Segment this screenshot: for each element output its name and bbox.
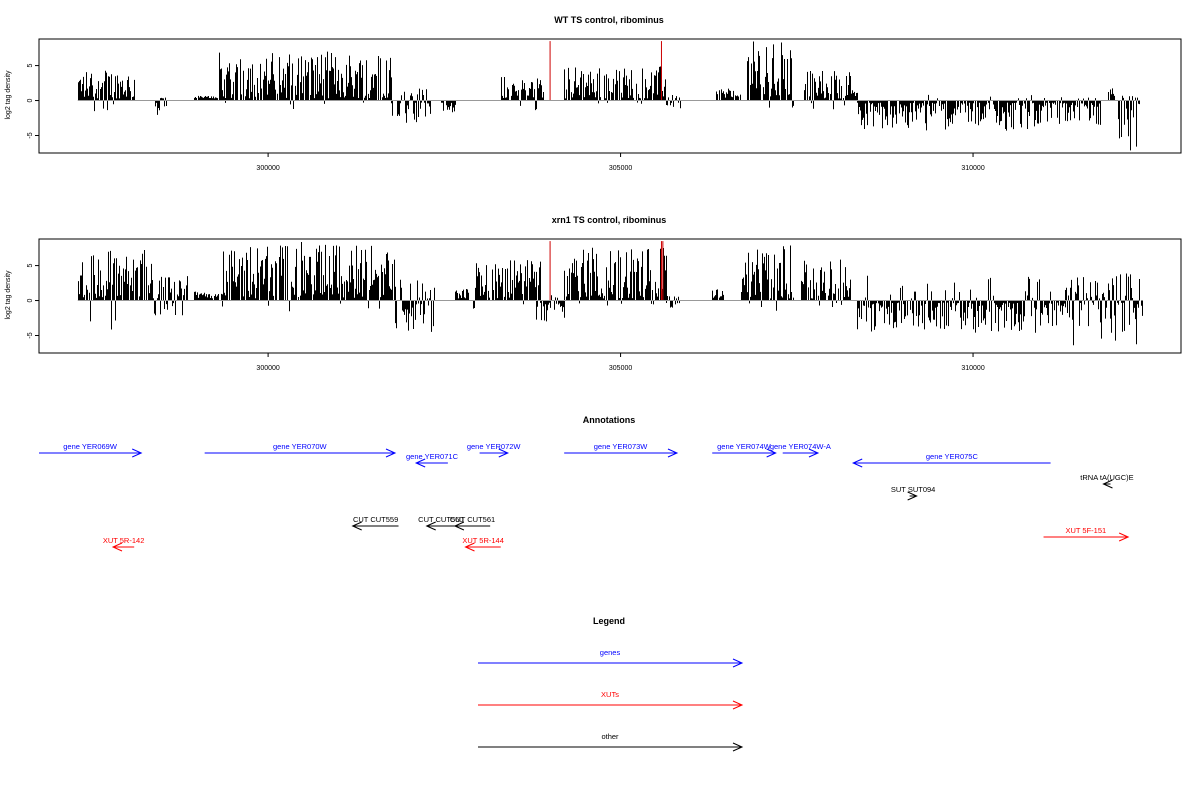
panel-title: xrn1 TS control, ribominus bbox=[552, 215, 667, 225]
feature-label: gene YER069W bbox=[63, 442, 118, 451]
plot-frame bbox=[38, 38, 1182, 154]
feature-label: gene YER074W-A bbox=[770, 442, 831, 451]
annotation-feature: gene YER074W bbox=[712, 442, 777, 458]
feature-arrowhead bbox=[498, 448, 510, 458]
feature-label: gene YER074W bbox=[717, 442, 772, 451]
feature-arrowhead bbox=[111, 542, 123, 552]
feature-label: XUT 5F-151 bbox=[1065, 526, 1106, 535]
annotations-title: Annotations bbox=[583, 415, 636, 425]
y-axis-label: log2 tag density bbox=[5, 70, 12, 120]
feature-arrowhead bbox=[351, 521, 362, 531]
feature-label: CUT CUT561 bbox=[450, 515, 495, 524]
annotation-feature: gene YER074W-A bbox=[770, 442, 831, 458]
legend-item: genes bbox=[478, 648, 744, 668]
annotation-feature: XUT 5R-142 bbox=[103, 536, 145, 552]
feature-label: CUT CUT559 bbox=[353, 515, 398, 524]
feature-arrowhead bbox=[385, 448, 397, 458]
feature-arrowhead bbox=[425, 521, 436, 531]
y-tick-label: 5 bbox=[27, 64, 34, 68]
feature-arrowhead bbox=[808, 448, 820, 458]
legend-arrowhead bbox=[732, 658, 744, 668]
legend-label: other bbox=[601, 732, 619, 741]
feature-arrowhead bbox=[132, 448, 143, 458]
annotation-feature: XUT 5R-144 bbox=[462, 536, 504, 552]
feature-arrowhead bbox=[907, 491, 918, 501]
annotation-feature: gene YER073W bbox=[564, 442, 679, 458]
feature-arrowhead bbox=[464, 542, 475, 552]
feature-label: gene YER071C bbox=[406, 452, 459, 461]
feature-arrowhead bbox=[414, 458, 426, 468]
feature-label: gene YER073W bbox=[594, 442, 649, 451]
x-tick-label: 300000 bbox=[256, 365, 279, 372]
legend-panel: Legend genes XUTs other bbox=[478, 616, 744, 752]
legend-label: XUTs bbox=[601, 690, 619, 699]
annotation-feature: gene YER070W bbox=[204, 442, 397, 458]
feature-arrowhead bbox=[1118, 532, 1130, 542]
x-tick-label: 305000 bbox=[609, 165, 632, 172]
legend-label: genes bbox=[600, 648, 621, 657]
data-bars bbox=[78, 41, 1140, 151]
x-tick-label: 310000 bbox=[961, 165, 984, 172]
feature-arrowhead bbox=[766, 448, 777, 458]
legend-arrowhead bbox=[732, 700, 744, 710]
annotation-feature: CUT CUT559 bbox=[351, 515, 399, 531]
feature-track: gene YER069W gene YER070W gene YER071C gene… bbox=[39, 442, 1134, 552]
annotation-feature: gene YER069W bbox=[39, 442, 143, 458]
legend-item: other bbox=[478, 732, 744, 752]
feature-arrowhead bbox=[453, 521, 465, 531]
feature-label: tRNA tA(UGC)E bbox=[1080, 473, 1133, 482]
x-tick-label: 300000 bbox=[256, 165, 279, 172]
y-axis: -5 0 5 bbox=[27, 264, 39, 339]
feature-label: gene YER075C bbox=[926, 452, 979, 461]
highlight-bars bbox=[549, 241, 664, 301]
x-axis: 300000 305000 310000 bbox=[256, 153, 985, 172]
y-tick-label: 0 bbox=[27, 98, 34, 102]
feature-label: gene YER072W bbox=[467, 442, 522, 451]
annotation-feature: gene YER075C bbox=[851, 452, 1051, 468]
plot-frame bbox=[38, 238, 1182, 354]
legend-title: Legend bbox=[593, 616, 625, 626]
annotation-feature: tRNA tA(UGC)E bbox=[1080, 473, 1134, 489]
panel-title: WT TS control, ribominus bbox=[554, 15, 664, 25]
wt-ts-control-panel: WT TS control, ribominus log2 tag densit… bbox=[5, 15, 1182, 172]
annotation-feature: gene YER072W bbox=[467, 442, 522, 458]
annotation-feature: gene YER071C bbox=[406, 452, 459, 468]
annotation-feature: SUT SUT094 bbox=[891, 485, 935, 501]
x-tick-label: 305000 bbox=[609, 365, 632, 372]
legend-item: XUTs bbox=[478, 690, 744, 710]
highlight-bars bbox=[549, 41, 662, 101]
feature-label: CUT CUT560 bbox=[418, 515, 463, 524]
feature-arrowhead bbox=[851, 458, 863, 468]
y-tick-label: -5 bbox=[27, 332, 34, 338]
annotation-feature: CUT CUT560 bbox=[418, 515, 463, 531]
x-tick-label: 310000 bbox=[961, 365, 984, 372]
y-tick-label: 0 bbox=[27, 298, 34, 302]
legend-items: genes XUTs other bbox=[478, 648, 744, 752]
legend-arrowhead bbox=[732, 742, 744, 752]
data-bars bbox=[78, 242, 1143, 346]
y-axis-label: log2 tag density bbox=[5, 270, 12, 320]
y-tick-label: 5 bbox=[27, 264, 34, 268]
xrn1-ts-control-panel: xrn1 TS control, ribominus log2 tag dens… bbox=[5, 215, 1182, 372]
feature-label: gene YER070W bbox=[273, 442, 328, 451]
feature-arrowhead bbox=[667, 448, 679, 458]
feature-label: XUT 5R-142 bbox=[103, 536, 145, 545]
y-tick-label: -5 bbox=[27, 132, 34, 138]
annotation-feature: CUT CUT561 bbox=[450, 515, 495, 531]
annotation-feature: XUT 5F-151 bbox=[1043, 526, 1130, 542]
feature-label: XUT 5R-144 bbox=[462, 536, 504, 545]
feature-label: SUT SUT094 bbox=[891, 485, 935, 494]
annotations-panel: Annotations gene YER069W gene YER070Wgene… bbox=[39, 415, 1134, 552]
feature-arrowhead bbox=[1102, 479, 1113, 489]
y-axis: -5 0 5 bbox=[27, 64, 39, 139]
x-axis: 300000 305000 310000 bbox=[256, 353, 985, 372]
